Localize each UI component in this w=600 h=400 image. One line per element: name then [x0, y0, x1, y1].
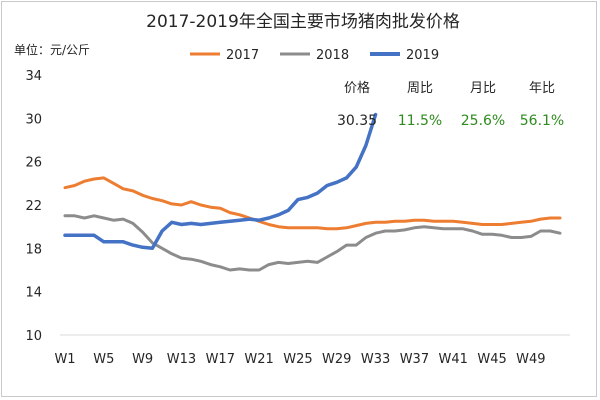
y-tick-label: 26 — [25, 156, 42, 171]
x-tick-label: W9 — [132, 352, 153, 367]
annotation-header: 年比 — [529, 81, 555, 96]
y-tick-label: 34 — [25, 69, 42, 84]
x-tick-label: W49 — [516, 352, 545, 367]
x-tick-label: W37 — [400, 352, 429, 367]
x-axis-ticks: W1 W5 W9 W13 W17 W21 W25 W29 W33 W37 W41 W45 W49 — [54, 352, 545, 367]
unit-label: 单位：元/公斤 — [14, 42, 90, 57]
series-line-2019 — [63, 112, 378, 251]
x-tick-label: W5 — [93, 352, 114, 367]
annotation-value: 56.1% — [520, 113, 564, 129]
annotation-header: 月比 — [470, 81, 496, 96]
x-tick-label: W45 — [477, 352, 506, 367]
legend-label-2019: 2019 — [406, 48, 439, 63]
annotation-value: 25.6% — [461, 113, 505, 129]
annotation-value: 11.5% — [398, 113, 442, 129]
chart-title: 2017-2019年全国主要市场猪肉批发价格 — [146, 12, 460, 32]
annotation-header: 价格 — [344, 80, 370, 96]
x-tick-label: W29 — [322, 352, 351, 367]
annotation-value: 30.35 — [337, 113, 377, 129]
x-tick-label: W1 — [54, 352, 75, 367]
x-tick-label: W13 — [167, 352, 196, 367]
legend-label-2018: 2018 — [316, 48, 349, 63]
legend: 2017 2018 2019 — [190, 48, 439, 63]
y-tick-label: 30 — [25, 112, 42, 127]
series-line-2017 — [63, 176, 562, 231]
y-tick-label: 10 — [25, 329, 42, 344]
price-annotations: 价格 周比 月比 年比 30.35 11.5% 25.6% 56.1% — [337, 80, 564, 129]
series-line-2018 — [63, 214, 562, 272]
series-lines — [63, 112, 562, 272]
annotation-header: 周比 — [407, 81, 433, 96]
y-axis-ticks: 10 14 18 22 26 30 34 — [25, 69, 42, 344]
x-tick-label: W21 — [244, 352, 273, 367]
x-tick-label: W17 — [206, 352, 235, 367]
y-tick-label: 14 — [25, 286, 42, 301]
y-tick-label: 22 — [25, 199, 42, 214]
x-tick-label: W33 — [361, 352, 390, 367]
x-tick-label: W41 — [439, 352, 468, 367]
y-tick-label: 18 — [25, 242, 42, 257]
x-tick-label: W25 — [283, 352, 312, 367]
legend-label-2017: 2017 — [226, 48, 259, 63]
